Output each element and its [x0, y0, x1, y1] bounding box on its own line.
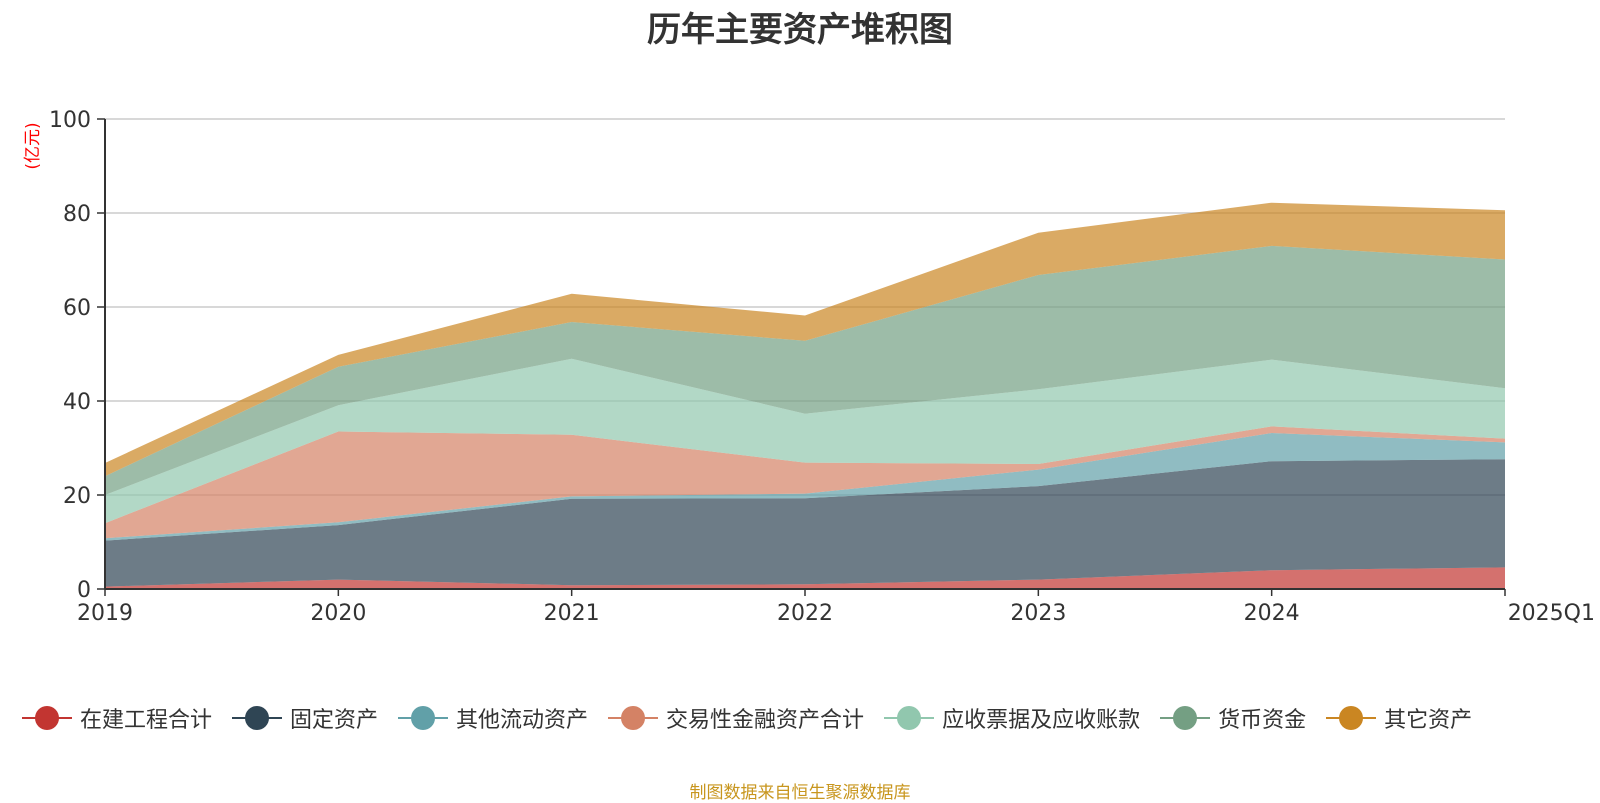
y-tick-label-40: 40: [63, 390, 91, 415]
area-series-3: [105, 426, 1505, 539]
x-tick-label-4: 2023: [1010, 601, 1066, 626]
legend-marker-icon: [1326, 703, 1377, 733]
axes: [104, 119, 1506, 596]
legend-marker-icon: [232, 703, 283, 733]
legend-item-4[interactable]: 应收票据及应收账款: [884, 702, 1140, 734]
x-tick-label-2: 2021: [544, 601, 600, 626]
legend-marker-icon: [608, 703, 659, 733]
area-series-6: [105, 202, 1505, 477]
x-tick-label-5: 2024: [1244, 601, 1300, 626]
legend-item-2[interactable]: 其他流动资产: [398, 702, 588, 734]
legend-marker-icon: [1160, 703, 1211, 733]
legend-marker-icon: [884, 703, 935, 733]
legend-marker-icon: [398, 703, 449, 733]
legend-item-1[interactable]: 固定资产: [232, 702, 378, 734]
legend-item-5[interactable]: 货币资金: [1160, 702, 1306, 734]
y-tick-label-100: 100: [49, 108, 91, 133]
legend-label: 其他流动资产: [456, 708, 589, 733]
x-tick-label-1: 2020: [310, 601, 366, 626]
footer-source-note: 制图数据来自恒生聚源数据库: [689, 783, 911, 803]
area-series-0: [105, 567, 1505, 589]
legend-label: 货币资金: [1218, 708, 1307, 733]
y-tick-label-0: 0: [77, 578, 91, 603]
legend-item-3[interactable]: 交易性金融资产合计: [608, 702, 864, 734]
area-series-2: [105, 433, 1505, 541]
chart-title: 历年主要资产堆积图: [647, 10, 953, 50]
area-series-1: [105, 459, 1505, 587]
area-series-4: [105, 358, 1505, 524]
legend-label: 固定资产: [290, 708, 379, 733]
legend-marker-icon: [22, 703, 72, 733]
legend-label: 其它资产: [1384, 708, 1473, 733]
legend: 在建工程合计 固定资产 其他流动资产 交易性金融资产合计 应收票据及应收账款 货币资金 其它…: [22, 703, 1492, 733]
y-tick-label-60: 60: [63, 296, 91, 321]
x-tick-label-6: 2025Q1: [1508, 601, 1595, 626]
legend-label: 交易性金融资产合计: [666, 708, 865, 733]
area-layers: [105, 202, 1505, 589]
legend-item-6[interactable]: 其它资产: [1326, 702, 1472, 734]
tick-labels: 0 20 40 60 80 100 2019 2020 2021 2022 2023 2024 2025…: [49, 108, 1595, 626]
y-tick-label-20: 20: [63, 484, 91, 509]
x-tick-label-0: 2019: [77, 601, 133, 626]
area-series-5: [105, 245, 1505, 495]
legend-label: 在建工程合计: [80, 708, 213, 733]
y-tick-label-80: 80: [63, 202, 91, 227]
x-tick-label-3: 2022: [777, 601, 833, 626]
legend-label: 应收票据及应收账款: [942, 708, 1141, 733]
y-axis-label: (亿元): [23, 122, 43, 169]
legend-item-0[interactable]: 在建工程合计: [22, 702, 212, 734]
